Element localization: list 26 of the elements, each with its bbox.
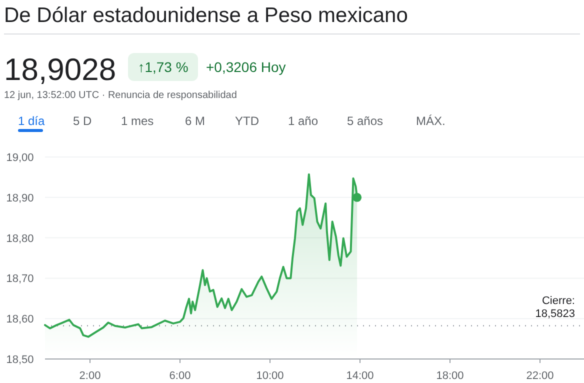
ref-line-label: Cierre: 18,5823 <box>535 294 575 320</box>
text: 1 año <box>288 114 318 128</box>
text: 5 años <box>347 114 384 128</box>
x-tick-label: 10:00 <box>256 370 284 382</box>
x-tick-label: 18:00 <box>436 370 464 382</box>
x-tick-label: 22:00 <box>526 370 554 382</box>
text: 6 M <box>185 114 206 128</box>
y-tick-label: 18,80 <box>6 232 34 245</box>
text: 1 día <box>18 114 46 128</box>
y-tick-label: 18,60 <box>6 314 34 326</box>
x-tick-label: 2:00 <box>79 370 101 382</box>
text: 5 D <box>73 114 92 128</box>
text: MÁX. <box>416 114 446 128</box>
y-tick-label: 18,90 <box>6 192 34 204</box>
y-tick-label: 18,70 <box>6 273 34 286</box>
text: 12 jun, 13:52:00 UTC · Renuncia de responsabilidad <box>4 90 237 101</box>
y-tick-label: 18,50 <box>6 354 34 366</box>
text: YTD <box>235 114 260 128</box>
text: ↑1,73 % <box>138 59 188 75</box>
x-tick-label: 14:00 <box>346 370 374 382</box>
text: +0,3206 Hoy <box>206 59 286 75</box>
text: 18,9028 <box>4 52 116 87</box>
chart-title: De Dólar estadounidense a Peso mexicano <box>4 4 408 27</box>
y-tick-label: 19,00 <box>6 152 34 164</box>
x-tick-label: 6:00 <box>169 370 191 382</box>
text: 1 mes <box>121 114 154 128</box>
